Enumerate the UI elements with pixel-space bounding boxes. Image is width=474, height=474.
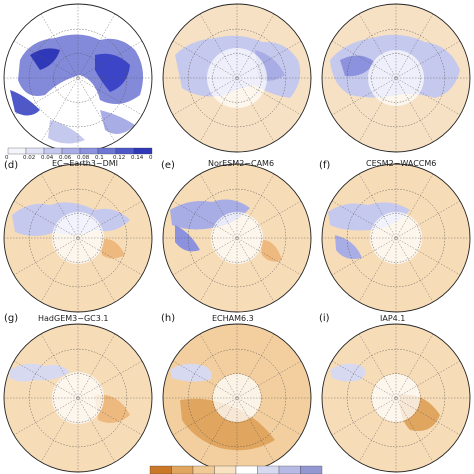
meridian-line (199, 173, 275, 303)
colorbar-top-tick-label: 0.04 (41, 155, 54, 161)
meridian-line (331, 200, 461, 276)
panel-letter-e: (e) (161, 160, 175, 171)
meridian-line (331, 40, 461, 116)
meridian-line (172, 40, 302, 116)
colorbar-top-tick-label: 0.14 (131, 155, 144, 161)
colorbar-top (7, 147, 153, 155)
colorbar-bottom-segment (192, 465, 215, 474)
colorbar-bottom-segment (149, 465, 172, 474)
colorbar-top-segment (7, 147, 27, 155)
colorbar-top-tick-label: 0.02 (23, 155, 36, 161)
meridian-line (40, 333, 116, 463)
map-outline (321, 163, 471, 313)
colorbar-bottom-segment (214, 465, 237, 474)
colorbar-bottom-segment (257, 465, 280, 474)
panel-title-d: EC−Earth3−DMI (52, 159, 119, 168)
map-outline (321, 3, 471, 153)
panel-title-g: HadGEM3−GC3.1 (38, 314, 109, 323)
map-outline (162, 163, 312, 313)
colorbar-top-segment (115, 147, 135, 155)
panel-letter-g: (g) (4, 313, 19, 324)
meridian-line (172, 40, 302, 116)
panel-letter-d: (d) (4, 160, 19, 171)
colorbar-top-segment (97, 147, 117, 155)
meridian-line (172, 200, 302, 276)
meridian-line (358, 173, 434, 303)
colorbar-bottom (149, 465, 323, 474)
meridian-line (331, 200, 461, 276)
latitude-ring (212, 213, 262, 263)
meridian-line (172, 360, 302, 436)
latitude-ring (53, 373, 103, 423)
colorbar-bottom-segment (300, 465, 323, 474)
colorbar-top-tick-label: 0.06 (59, 155, 72, 161)
panel-letter-h: (h) (161, 313, 176, 324)
meridian-line (13, 200, 143, 276)
meridian-line (358, 333, 434, 463)
latitude-ring (212, 53, 262, 103)
meridian-line (331, 360, 461, 436)
colorbar-top-segment (25, 147, 45, 155)
colorbar-bottom-segment (235, 465, 258, 474)
panel-title-f: CESM2−WACCM6 (366, 159, 437, 168)
map-outline (321, 323, 471, 473)
meridian-line (358, 13, 434, 143)
meridian-line (331, 40, 461, 116)
colorbar-top-tick-label: 0.1 (95, 155, 104, 161)
meridian-line (199, 333, 275, 463)
panel-title-h: ECHAM6.3 (212, 314, 254, 323)
meridian-line (331, 360, 461, 436)
latitude-ring (371, 373, 421, 423)
meridian-line (40, 13, 116, 143)
meridian-line (40, 13, 116, 143)
meridian-line (199, 173, 275, 303)
latitude-ring (53, 53, 103, 103)
panel-letter-f: (f) (319, 160, 331, 171)
latitude-ring (53, 213, 103, 263)
meridian-line (199, 13, 275, 143)
meridian-line (199, 13, 275, 143)
colorbar-bottom-segment (171, 465, 194, 474)
meridian-line (358, 173, 434, 303)
latitude-ring (212, 373, 262, 423)
panel-title-e: NorESM2−CAM6 (208, 159, 275, 168)
colorbar-top-tick-label: 0.12 (113, 155, 126, 161)
map-outline (162, 3, 312, 153)
panel-letter-i: (i) (319, 313, 330, 324)
latitude-ring (371, 213, 421, 263)
colorbar-top-segment (79, 147, 99, 155)
colorbar-bottom-segment (278, 465, 301, 474)
colorbar-top-segment (61, 147, 81, 155)
meridian-line (40, 333, 116, 463)
map-outline (3, 323, 153, 473)
colorbar-top-tick-label: 0 (149, 155, 153, 161)
meridian-line (13, 40, 143, 116)
meridian-line (40, 173, 116, 303)
meridian-line (172, 200, 302, 276)
colorbar-top-tick-label: 0.08 (77, 155, 90, 161)
colorbar-top-segment (43, 147, 63, 155)
colorbar-top-segment (133, 147, 153, 155)
map-grid-layer (3, 3, 471, 473)
meridian-line (358, 13, 434, 143)
colorbar-top-tick-label: 0 (5, 155, 9, 161)
meridian-line (358, 333, 434, 463)
map-outline (3, 163, 153, 313)
meridian-line (13, 360, 143, 436)
meridian-line (13, 200, 143, 276)
latitude-ring (371, 53, 421, 103)
meridian-line (172, 360, 302, 436)
meridian-line (40, 173, 116, 303)
meridian-line (13, 40, 143, 116)
panel-title-i: IAP4.1 (380, 314, 406, 323)
meridian-line (199, 333, 275, 463)
meridian-line (13, 360, 143, 436)
